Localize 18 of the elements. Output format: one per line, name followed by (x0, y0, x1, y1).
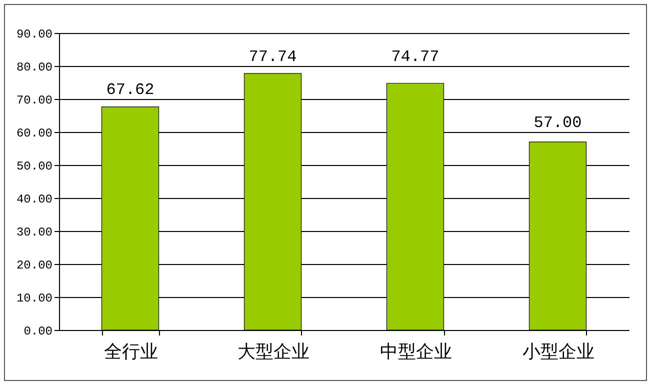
y-tick-label: 80.00 (16, 60, 52, 74)
y-tick-label: 50.00 (16, 160, 52, 174)
x-tick-label: 大型企业 (237, 342, 310, 362)
x-tick-label: 全行业 (104, 342, 158, 362)
x-tick-label: 小型企业 (522, 342, 594, 362)
x-tick-label: 中型企业 (380, 342, 452, 362)
data-label: 67.62 (106, 81, 154, 99)
y-tick-label: 0.00 (24, 324, 52, 338)
y-tick-label: 40.00 (16, 192, 52, 206)
y-tick-label: 90.00 (16, 28, 52, 42)
data-label: 77.74 (248, 48, 297, 66)
y-tick-label: 60.00 (16, 126, 52, 140)
y-tick-label: 10.00 (16, 292, 52, 306)
y-tick-label: 30.00 (16, 226, 52, 240)
data-label: 74.77 (391, 48, 440, 66)
y-tick-label: 70.00 (16, 94, 52, 108)
data-label: 57.00 (534, 114, 582, 132)
y-tick-label: 20.00 (16, 258, 52, 272)
